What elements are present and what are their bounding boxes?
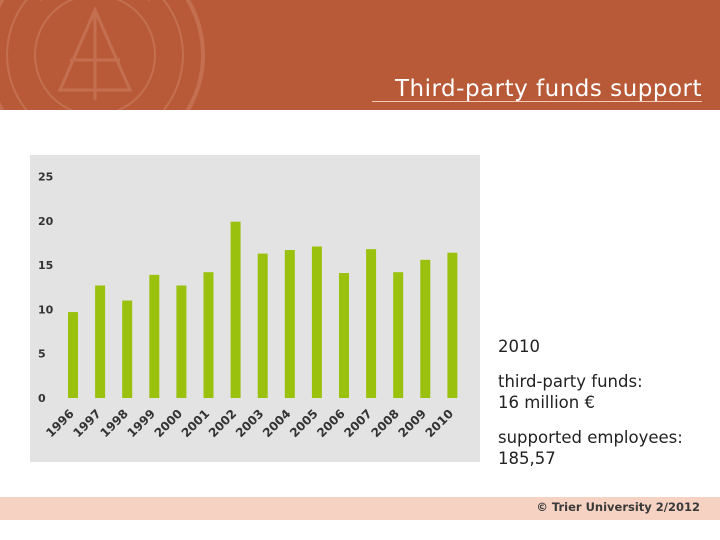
- bar-1997: [95, 285, 106, 398]
- x-tick-label: 1996: [43, 407, 77, 441]
- bar-2004: [284, 250, 295, 398]
- employees-label: supported employees:: [498, 428, 683, 447]
- x-tick-label: 1998: [97, 407, 131, 441]
- employees-block: supported employees: 185,57: [498, 427, 713, 469]
- university-seal-icon: [0, 0, 205, 110]
- copyright-text: © Trier University 2/2012: [536, 500, 700, 514]
- bar-2000: [176, 285, 187, 398]
- header-banner: Third-party funds support: [0, 0, 720, 110]
- x-tick-label: 2009: [396, 407, 430, 441]
- x-tick-label: 2007: [341, 407, 375, 441]
- bar-1996: [68, 312, 78, 398]
- title-underline: [372, 101, 702, 102]
- funds-block: third-party funds: 16 million €: [498, 371, 713, 413]
- x-tick-label: 2000: [152, 407, 186, 441]
- y-tick-label: 25: [38, 171, 53, 184]
- bar-2005: [311, 246, 322, 398]
- x-tick-label: 2008: [368, 407, 402, 441]
- x-tick-label: 2004: [260, 407, 294, 441]
- chart-canvas: 0510152025199619971998199920002001200220…: [38, 171, 458, 441]
- bar-2010: [447, 252, 458, 398]
- y-tick-label: 15: [38, 259, 53, 272]
- y-tick-label: 5: [38, 348, 46, 361]
- x-tick-label: 2001: [179, 407, 213, 441]
- bar-1998: [122, 300, 133, 398]
- funds-value: 16 million €: [498, 393, 595, 412]
- x-tick-label: 2006: [314, 407, 348, 441]
- bar-2007: [366, 249, 377, 398]
- bar-2003: [257, 253, 268, 398]
- info-year: 2010: [498, 337, 540, 356]
- x-tick-label: 2003: [233, 407, 267, 441]
- bar-2008: [393, 272, 404, 398]
- x-tick-label: 2002: [206, 407, 240, 441]
- bar-2009: [420, 259, 431, 398]
- y-tick-label: 0: [38, 392, 46, 405]
- bar-2006: [339, 273, 349, 398]
- bar-chart: 0 5 10 15 20 25 1996 1997 1998 1999 2000 2001 2002 20…: [30, 155, 480, 462]
- bar-2001: [203, 272, 214, 398]
- footer-bar: © Trier University 2/2012: [0, 497, 720, 520]
- slide-title: Third-party funds support: [394, 76, 702, 102]
- x-tick-label: 2005: [287, 407, 321, 441]
- bar-2002: [230, 221, 241, 398]
- employees-value: 185,57: [498, 449, 556, 468]
- x-tick-label: 1997: [70, 407, 104, 441]
- x-tick-label: 2010: [423, 407, 457, 441]
- y-tick-label: 20: [38, 215, 54, 228]
- x-tick-label: 1999: [125, 407, 159, 441]
- y-tick-label: 10: [38, 303, 54, 316]
- funds-label: third-party funds:: [498, 372, 643, 391]
- bar-1999: [149, 274, 160, 398]
- info-panel: 2010 third-party funds: 16 million € sup…: [498, 336, 713, 469]
